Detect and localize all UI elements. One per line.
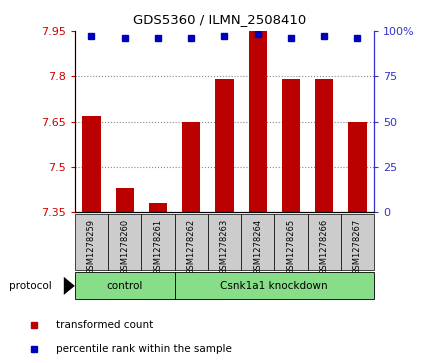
Bar xyxy=(75,214,108,270)
Text: transformed count: transformed count xyxy=(56,321,153,330)
Bar xyxy=(282,79,300,212)
Text: GSM1278267: GSM1278267 xyxy=(353,219,362,275)
Text: control: control xyxy=(106,281,143,291)
Bar xyxy=(241,214,274,270)
Text: GSM1278265: GSM1278265 xyxy=(286,219,295,275)
Polygon shape xyxy=(64,277,75,295)
Text: GSM1278260: GSM1278260 xyxy=(120,219,129,275)
Bar xyxy=(141,214,175,270)
Bar xyxy=(215,79,234,212)
Bar xyxy=(149,203,167,212)
Text: GSM1278262: GSM1278262 xyxy=(187,219,196,275)
Text: GSM1278266: GSM1278266 xyxy=(319,219,329,275)
Bar xyxy=(82,115,101,212)
Bar xyxy=(308,214,341,270)
Text: percentile rank within the sample: percentile rank within the sample xyxy=(56,344,231,354)
Text: protocol: protocol xyxy=(9,281,51,291)
Bar xyxy=(348,122,367,212)
Bar xyxy=(274,214,308,270)
Text: GSM1278261: GSM1278261 xyxy=(154,219,162,275)
Bar xyxy=(315,79,333,212)
Bar xyxy=(249,31,267,212)
Text: GSM1278263: GSM1278263 xyxy=(220,219,229,275)
Text: GSM1278259: GSM1278259 xyxy=(87,219,96,275)
Bar xyxy=(75,272,175,299)
Bar xyxy=(116,188,134,212)
Bar xyxy=(182,122,200,212)
Bar xyxy=(108,214,141,270)
Bar xyxy=(175,214,208,270)
Bar xyxy=(175,272,374,299)
Text: GSM1278264: GSM1278264 xyxy=(253,219,262,275)
Text: GDS5360 / ILMN_2508410: GDS5360 / ILMN_2508410 xyxy=(133,13,307,26)
Bar xyxy=(208,214,241,270)
Text: Csnk1a1 knockdown: Csnk1a1 knockdown xyxy=(220,281,328,291)
Bar xyxy=(341,214,374,270)
